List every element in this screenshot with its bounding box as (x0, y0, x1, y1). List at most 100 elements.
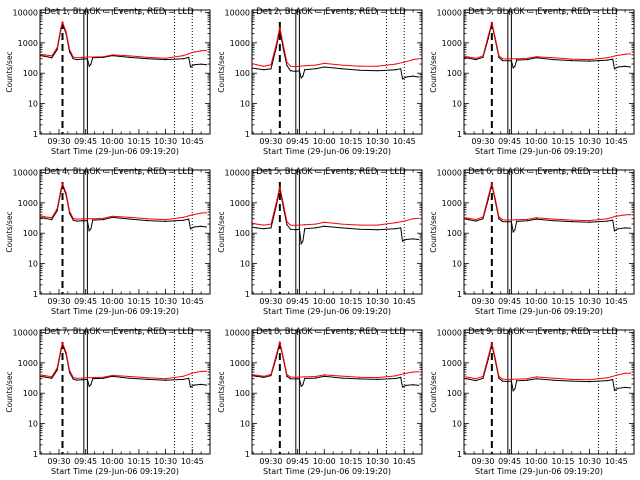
events-data-point (417, 238, 419, 241)
lld-data-point (111, 54, 113, 56)
events-data-point (468, 219, 470, 221)
x-tick-label: 10:00 (313, 137, 336, 146)
events-data-point (69, 371, 71, 374)
events-data-point (188, 377, 190, 379)
events-data-point (512, 390, 514, 392)
lld-data-point (526, 57, 529, 59)
y-tick-label: 1 (245, 450, 250, 459)
lld-data-point (491, 182, 493, 184)
y-tick-label: 10000 (13, 8, 38, 17)
lld-data-point (56, 207, 58, 210)
lld-data-point (182, 216, 184, 218)
events-series-line (464, 184, 631, 234)
events-data-point (263, 228, 265, 230)
y-axis-title: Counts/sec (217, 51, 226, 92)
events-data-point (514, 229, 516, 231)
events-data-point (289, 228, 292, 230)
events-data-point (400, 68, 402, 70)
events-data-point (475, 220, 477, 222)
events-data-point (298, 228, 300, 230)
lld-data-point (200, 50, 202, 52)
lld-data-point (606, 377, 608, 379)
x-tick-label: 10:00 (101, 457, 124, 466)
y-tick-label: 1000 (230, 359, 250, 368)
x-tick-label: 09:45 (286, 297, 309, 306)
lld-data-point (76, 218, 78, 220)
lld-data-point (487, 196, 489, 198)
events-data-point (535, 57, 537, 59)
lld-data-point (403, 373, 405, 375)
lld-data-point (44, 54, 46, 56)
lld-data-point (553, 57, 555, 59)
plot-frame (251, 329, 423, 455)
events-data-point (612, 219, 614, 221)
lld-data-point (61, 182, 64, 185)
events-data-point (200, 383, 202, 385)
y-tick-label: 100 (235, 389, 250, 398)
chart-panel-7: 1 10 100 1000 10000 09:30 09:45 10:00 10:15 10:30… (5, 327, 211, 476)
lld-data-point (289, 376, 292, 378)
events-data-point (129, 218, 131, 220)
y-tick-label: 1 (457, 130, 462, 139)
lld-data-point (256, 374, 258, 376)
events-data-point (256, 227, 258, 229)
chart-panel-6: 1 10 100 1000 10000 09:30 09:45 10:00 10:15 10:30… (429, 167, 635, 316)
events-data-point (412, 384, 414, 386)
events-data-point (501, 221, 504, 223)
events-data-point (90, 228, 92, 230)
lld-data-point (129, 216, 131, 218)
events-data-point (188, 56, 190, 59)
lld-data-point (615, 55, 617, 57)
y-tick-label: 10000 (225, 8, 250, 17)
events-data-point (286, 375, 288, 377)
lld-data-point (624, 214, 626, 216)
x-tick-label: 10:45 (393, 457, 416, 466)
x-tick-label: 10:30 (578, 297, 601, 306)
lld-series-line (40, 181, 207, 221)
y-tick-label: 1000 (230, 199, 250, 208)
events-data-point (56, 369, 58, 371)
events-data-point (314, 227, 316, 229)
events-data-point (300, 243, 302, 245)
y-axis-title: Counts/sec (429, 211, 438, 252)
events-data-point (189, 228, 192, 230)
lld-data-point (76, 57, 78, 59)
lld-data-point (624, 53, 626, 55)
events-data-point (286, 64, 288, 66)
x-axis-title: Start Time (29-Jun-06 09:19:20) (263, 307, 391, 316)
x-tick-label: 09:30 (471, 297, 494, 306)
lld-data-point (498, 55, 500, 57)
lld-data-point (394, 63, 396, 65)
events-series-line (464, 344, 631, 392)
events-data-point (394, 69, 396, 71)
x-tick-label: 09:30 (259, 137, 282, 146)
lld-data-point (279, 341, 281, 343)
plot-area (40, 10, 207, 134)
plot-area (464, 10, 632, 134)
events-data-point (629, 66, 632, 68)
events-data-point (81, 220, 83, 222)
x-tick-label: 10:30 (366, 137, 389, 146)
lld-data-point (491, 21, 493, 23)
events-data-point (512, 231, 514, 233)
lld-data-point (65, 351, 67, 353)
plot-frame (39, 329, 211, 455)
events-data-point (51, 57, 53, 59)
y-axis-title: Counts/sec (5, 371, 14, 412)
y-tick-label: 1 (245, 130, 250, 139)
lld-data-point (81, 218, 83, 220)
lld-data-point (412, 59, 414, 61)
events-data-point (629, 387, 632, 389)
lld-data-point (263, 224, 265, 226)
lld-data-point (304, 65, 306, 67)
lld-data-point (263, 65, 265, 67)
lld-series-line (252, 186, 419, 226)
lld-series-line (40, 341, 207, 380)
events-data-point (263, 69, 265, 71)
lld-data-point (182, 55, 184, 57)
x-tick-label: 09:30 (471, 457, 494, 466)
events-data-point (256, 375, 258, 377)
events-data-point (92, 219, 94, 221)
chart-title: Det 6, BLACK = Events, RED = LLD (468, 167, 618, 177)
events-data-point (514, 65, 516, 67)
